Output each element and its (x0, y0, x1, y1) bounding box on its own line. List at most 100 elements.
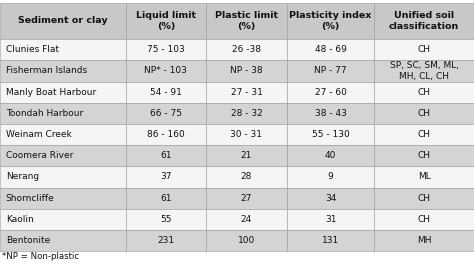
Bar (287, 82, 374, 103)
Text: SP, SC, SM, ML,
MH, CL, CH: SP, SC, SM, ML, MH, CL, CH (390, 61, 459, 81)
Bar (0, 166, 126, 187)
Bar (206, 82, 287, 103)
Bar (287, 3, 374, 39)
Text: 75 - 103: 75 - 103 (147, 45, 185, 54)
Bar (374, 209, 474, 230)
Bar (0, 60, 126, 82)
Text: Bentonite: Bentonite (6, 236, 50, 245)
Text: NP - 77: NP - 77 (314, 66, 347, 75)
Text: 86 - 160: 86 - 160 (147, 130, 185, 139)
Text: Shorncliffe: Shorncliffe (6, 194, 55, 202)
Text: 66 - 75: 66 - 75 (150, 109, 182, 118)
Text: 28: 28 (241, 173, 252, 181)
Bar (287, 124, 374, 145)
Text: Coomera River: Coomera River (6, 151, 73, 160)
Bar (287, 209, 374, 230)
Bar (126, 60, 206, 82)
Bar (374, 82, 474, 103)
Bar (126, 187, 206, 209)
Text: 27: 27 (241, 194, 252, 202)
Bar (126, 124, 206, 145)
Bar (0, 230, 126, 251)
Text: 31: 31 (325, 215, 337, 224)
Text: 55 - 130: 55 - 130 (312, 130, 349, 139)
Bar (287, 145, 374, 166)
Text: Clunies Flat: Clunies Flat (6, 45, 59, 54)
Text: CH: CH (418, 109, 431, 118)
Text: Plasticity index
(%): Plasticity index (%) (290, 11, 372, 31)
Bar (126, 145, 206, 166)
Text: CH: CH (418, 215, 431, 224)
Text: ML: ML (418, 173, 430, 181)
Text: Fisherman Islands: Fisherman Islands (6, 66, 87, 75)
Bar (206, 103, 287, 124)
Bar (126, 39, 206, 60)
Bar (0, 82, 126, 103)
Text: 24: 24 (241, 215, 252, 224)
Text: CH: CH (418, 194, 431, 202)
Text: 26 -38: 26 -38 (232, 45, 261, 54)
Text: 27 - 60: 27 - 60 (315, 88, 346, 97)
Text: 28 - 32: 28 - 32 (231, 109, 262, 118)
Bar (287, 60, 374, 82)
Bar (126, 166, 206, 187)
Bar (374, 3, 474, 39)
Bar (287, 39, 374, 60)
Bar (374, 187, 474, 209)
Text: Plastic limit
(%): Plastic limit (%) (215, 11, 278, 31)
Bar (287, 230, 374, 251)
Bar (0, 124, 126, 145)
Bar (287, 187, 374, 209)
Text: Weinam Creek: Weinam Creek (6, 130, 72, 139)
Text: 37: 37 (160, 173, 172, 181)
Text: Unified soil
classification: Unified soil classification (389, 11, 459, 31)
Text: 48 - 69: 48 - 69 (315, 45, 346, 54)
Text: NP* - 103: NP* - 103 (145, 66, 187, 75)
Text: 30 - 31: 30 - 31 (230, 130, 263, 139)
Bar (206, 145, 287, 166)
Bar (374, 103, 474, 124)
Bar (374, 145, 474, 166)
Text: 54 - 91: 54 - 91 (150, 88, 182, 97)
Bar (126, 82, 206, 103)
Text: CH: CH (418, 151, 431, 160)
Text: 61: 61 (160, 194, 172, 202)
Bar (287, 103, 374, 124)
Text: 231: 231 (157, 236, 174, 245)
Bar (206, 39, 287, 60)
Bar (0, 187, 126, 209)
Bar (374, 166, 474, 187)
Text: 38 - 43: 38 - 43 (315, 109, 346, 118)
Bar (374, 60, 474, 82)
Bar (0, 145, 126, 166)
Text: Nerang: Nerang (6, 173, 39, 181)
Bar (126, 103, 206, 124)
Bar (206, 187, 287, 209)
Text: Toondah Harbour: Toondah Harbour (6, 109, 83, 118)
Text: CH: CH (418, 45, 431, 54)
Text: 34: 34 (325, 194, 336, 202)
Bar (0, 103, 126, 124)
Bar (126, 3, 206, 39)
Bar (126, 230, 206, 251)
Text: Sediment or clay: Sediment or clay (18, 16, 108, 25)
Bar (206, 3, 287, 39)
Text: 100: 100 (238, 236, 255, 245)
Text: 21: 21 (241, 151, 252, 160)
Text: MH: MH (417, 236, 431, 245)
Bar (206, 209, 287, 230)
Text: 55: 55 (160, 215, 172, 224)
Text: Kaolin: Kaolin (6, 215, 34, 224)
Text: 9: 9 (328, 173, 334, 181)
Text: 27 - 31: 27 - 31 (230, 88, 263, 97)
Text: 61: 61 (160, 151, 172, 160)
Text: Liquid limit
(%): Liquid limit (%) (136, 11, 196, 31)
Bar (206, 166, 287, 187)
Bar (374, 39, 474, 60)
Bar (374, 230, 474, 251)
Text: NP - 38: NP - 38 (230, 66, 263, 75)
Text: 40: 40 (325, 151, 336, 160)
Bar (126, 209, 206, 230)
Text: CH: CH (418, 88, 431, 97)
Bar (287, 166, 374, 187)
